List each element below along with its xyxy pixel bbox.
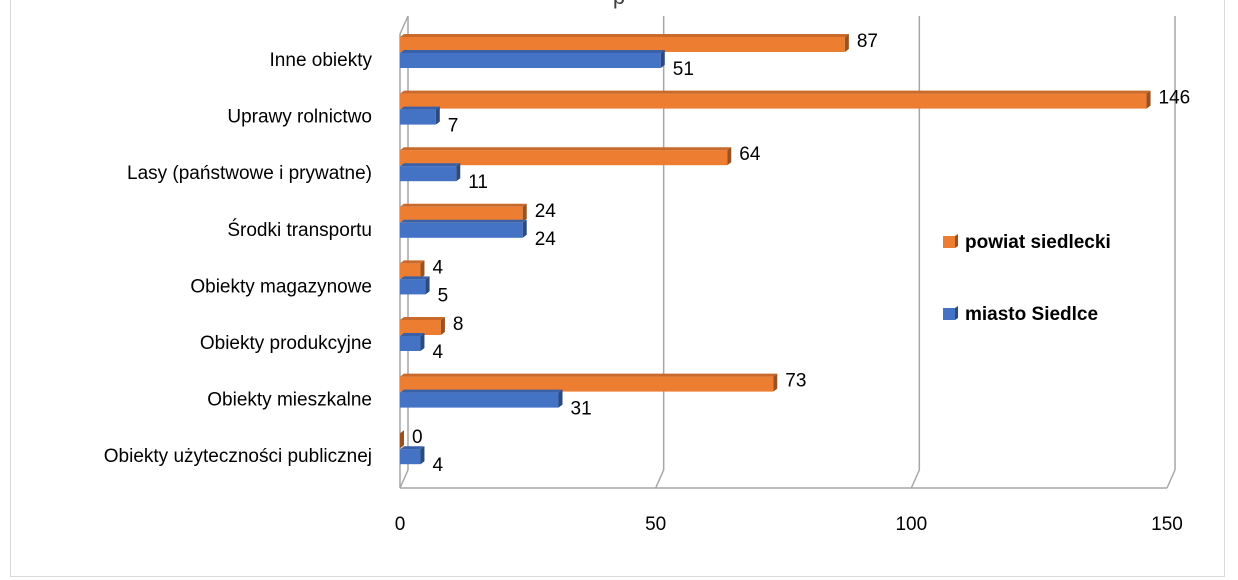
bar-side-orange (420, 260, 425, 279)
bar-side-blue (420, 333, 425, 351)
bar-top-orange (400, 90, 1151, 94)
legend-label-blue: miasto Siedlce (965, 304, 1098, 325)
bar-side-blue (456, 163, 461, 182)
bar-blue (400, 449, 421, 465)
data-label-orange: 87 (857, 31, 878, 52)
bar-blue (400, 392, 559, 408)
bar-orange (400, 93, 1147, 109)
bar-side-blue (425, 276, 430, 295)
category-label: Obiekty produkcyjne (200, 333, 372, 354)
bar-side-orange (440, 317, 445, 335)
x-tick-label: 50 (645, 514, 666, 535)
category-label: Obiekty użyteczności publicznej (104, 446, 372, 467)
bar-side-orange (727, 147, 732, 166)
chart-title: p (0, 0, 1238, 10)
data-label-orange: 24 (535, 201, 557, 222)
category-label: Uprawy rolnictwo (227, 107, 372, 128)
bar-top-blue (400, 219, 527, 223)
category-label: Inne obiekty (270, 50, 373, 71)
data-label-orange: 4 (432, 257, 443, 278)
bar-blue (400, 109, 436, 125)
bar-top-blue (400, 276, 430, 280)
data-label-orange: 73 (785, 371, 806, 392)
data-label-orange: 0 (412, 427, 423, 448)
category-label: Obiekty mieszkalne (207, 390, 372, 411)
bar-orange (400, 37, 845, 52)
bar-side-orange (844, 34, 849, 52)
data-label-blue: 4 (432, 342, 443, 363)
bar-top-blue (400, 333, 425, 336)
data-label-blue: 5 (438, 285, 449, 306)
x-tick-label: 100 (895, 514, 927, 535)
bar-top-blue (400, 163, 461, 167)
floor-line (654, 469, 665, 489)
floor-line (910, 469, 921, 489)
bar-top-blue (400, 106, 440, 110)
data-label-orange: 64 (739, 144, 761, 165)
bar-blue (400, 336, 421, 351)
data-label-orange: 146 (1159, 88, 1191, 109)
bar-side-blue (660, 50, 665, 68)
bar-side-blue (558, 389, 563, 408)
legend-label-orange: powiat siedlecki (965, 232, 1111, 253)
category-label: Lasy (państwowe i prywatne) (127, 163, 372, 184)
legend-swatch-orange (943, 236, 955, 248)
bar-top-blue (400, 50, 665, 53)
bar-orange (400, 263, 421, 279)
x-tick-label: 0 (395, 514, 406, 535)
data-label-blue: 24 (535, 229, 557, 250)
y-axis-top (399, 15, 409, 35)
data-label-blue: 51 (673, 59, 694, 80)
bar-side-orange (400, 430, 404, 449)
data-label-blue: 11 (468, 172, 488, 193)
legend-swatch-side-orange (955, 234, 958, 248)
bar-top-blue (400, 446, 425, 450)
bar-top-orange (400, 317, 445, 320)
bar-top-blue (400, 389, 563, 393)
category-label: Obiekty magazynowe (190, 276, 372, 297)
bar-side-blue (435, 106, 440, 125)
bar-side-orange (773, 373, 778, 392)
floor-line (1166, 469, 1176, 489)
legend-swatch-side-blue (955, 306, 958, 320)
bar-top-orange (400, 34, 849, 37)
bar-top-orange (400, 373, 778, 377)
category-label: Środki transportu (227, 219, 372, 241)
bar-top-orange (400, 203, 527, 207)
data-label-blue: 31 (571, 399, 592, 420)
bar-side-orange (1146, 90, 1151, 109)
bar-orange (400, 150, 728, 166)
legend-swatch-blue (943, 308, 955, 320)
bar-blue (400, 279, 426, 295)
bar-blue (400, 53, 661, 68)
floor-line (399, 469, 409, 489)
bar-blue (400, 166, 457, 182)
bar-side-orange (522, 203, 527, 222)
data-label-blue: 7 (448, 116, 459, 137)
bar-orange (400, 376, 774, 392)
bar-side-blue (522, 219, 527, 238)
bar-side-blue (420, 446, 425, 465)
data-label-blue: 4 (432, 455, 443, 476)
data-label-orange: 8 (453, 314, 464, 335)
bar-top-orange (400, 260, 425, 264)
bar-orange (400, 320, 441, 335)
x-tick-label: 150 (1151, 514, 1183, 535)
bar-top-orange (400, 147, 732, 151)
bar-orange (400, 206, 523, 222)
bar-blue (400, 222, 523, 238)
